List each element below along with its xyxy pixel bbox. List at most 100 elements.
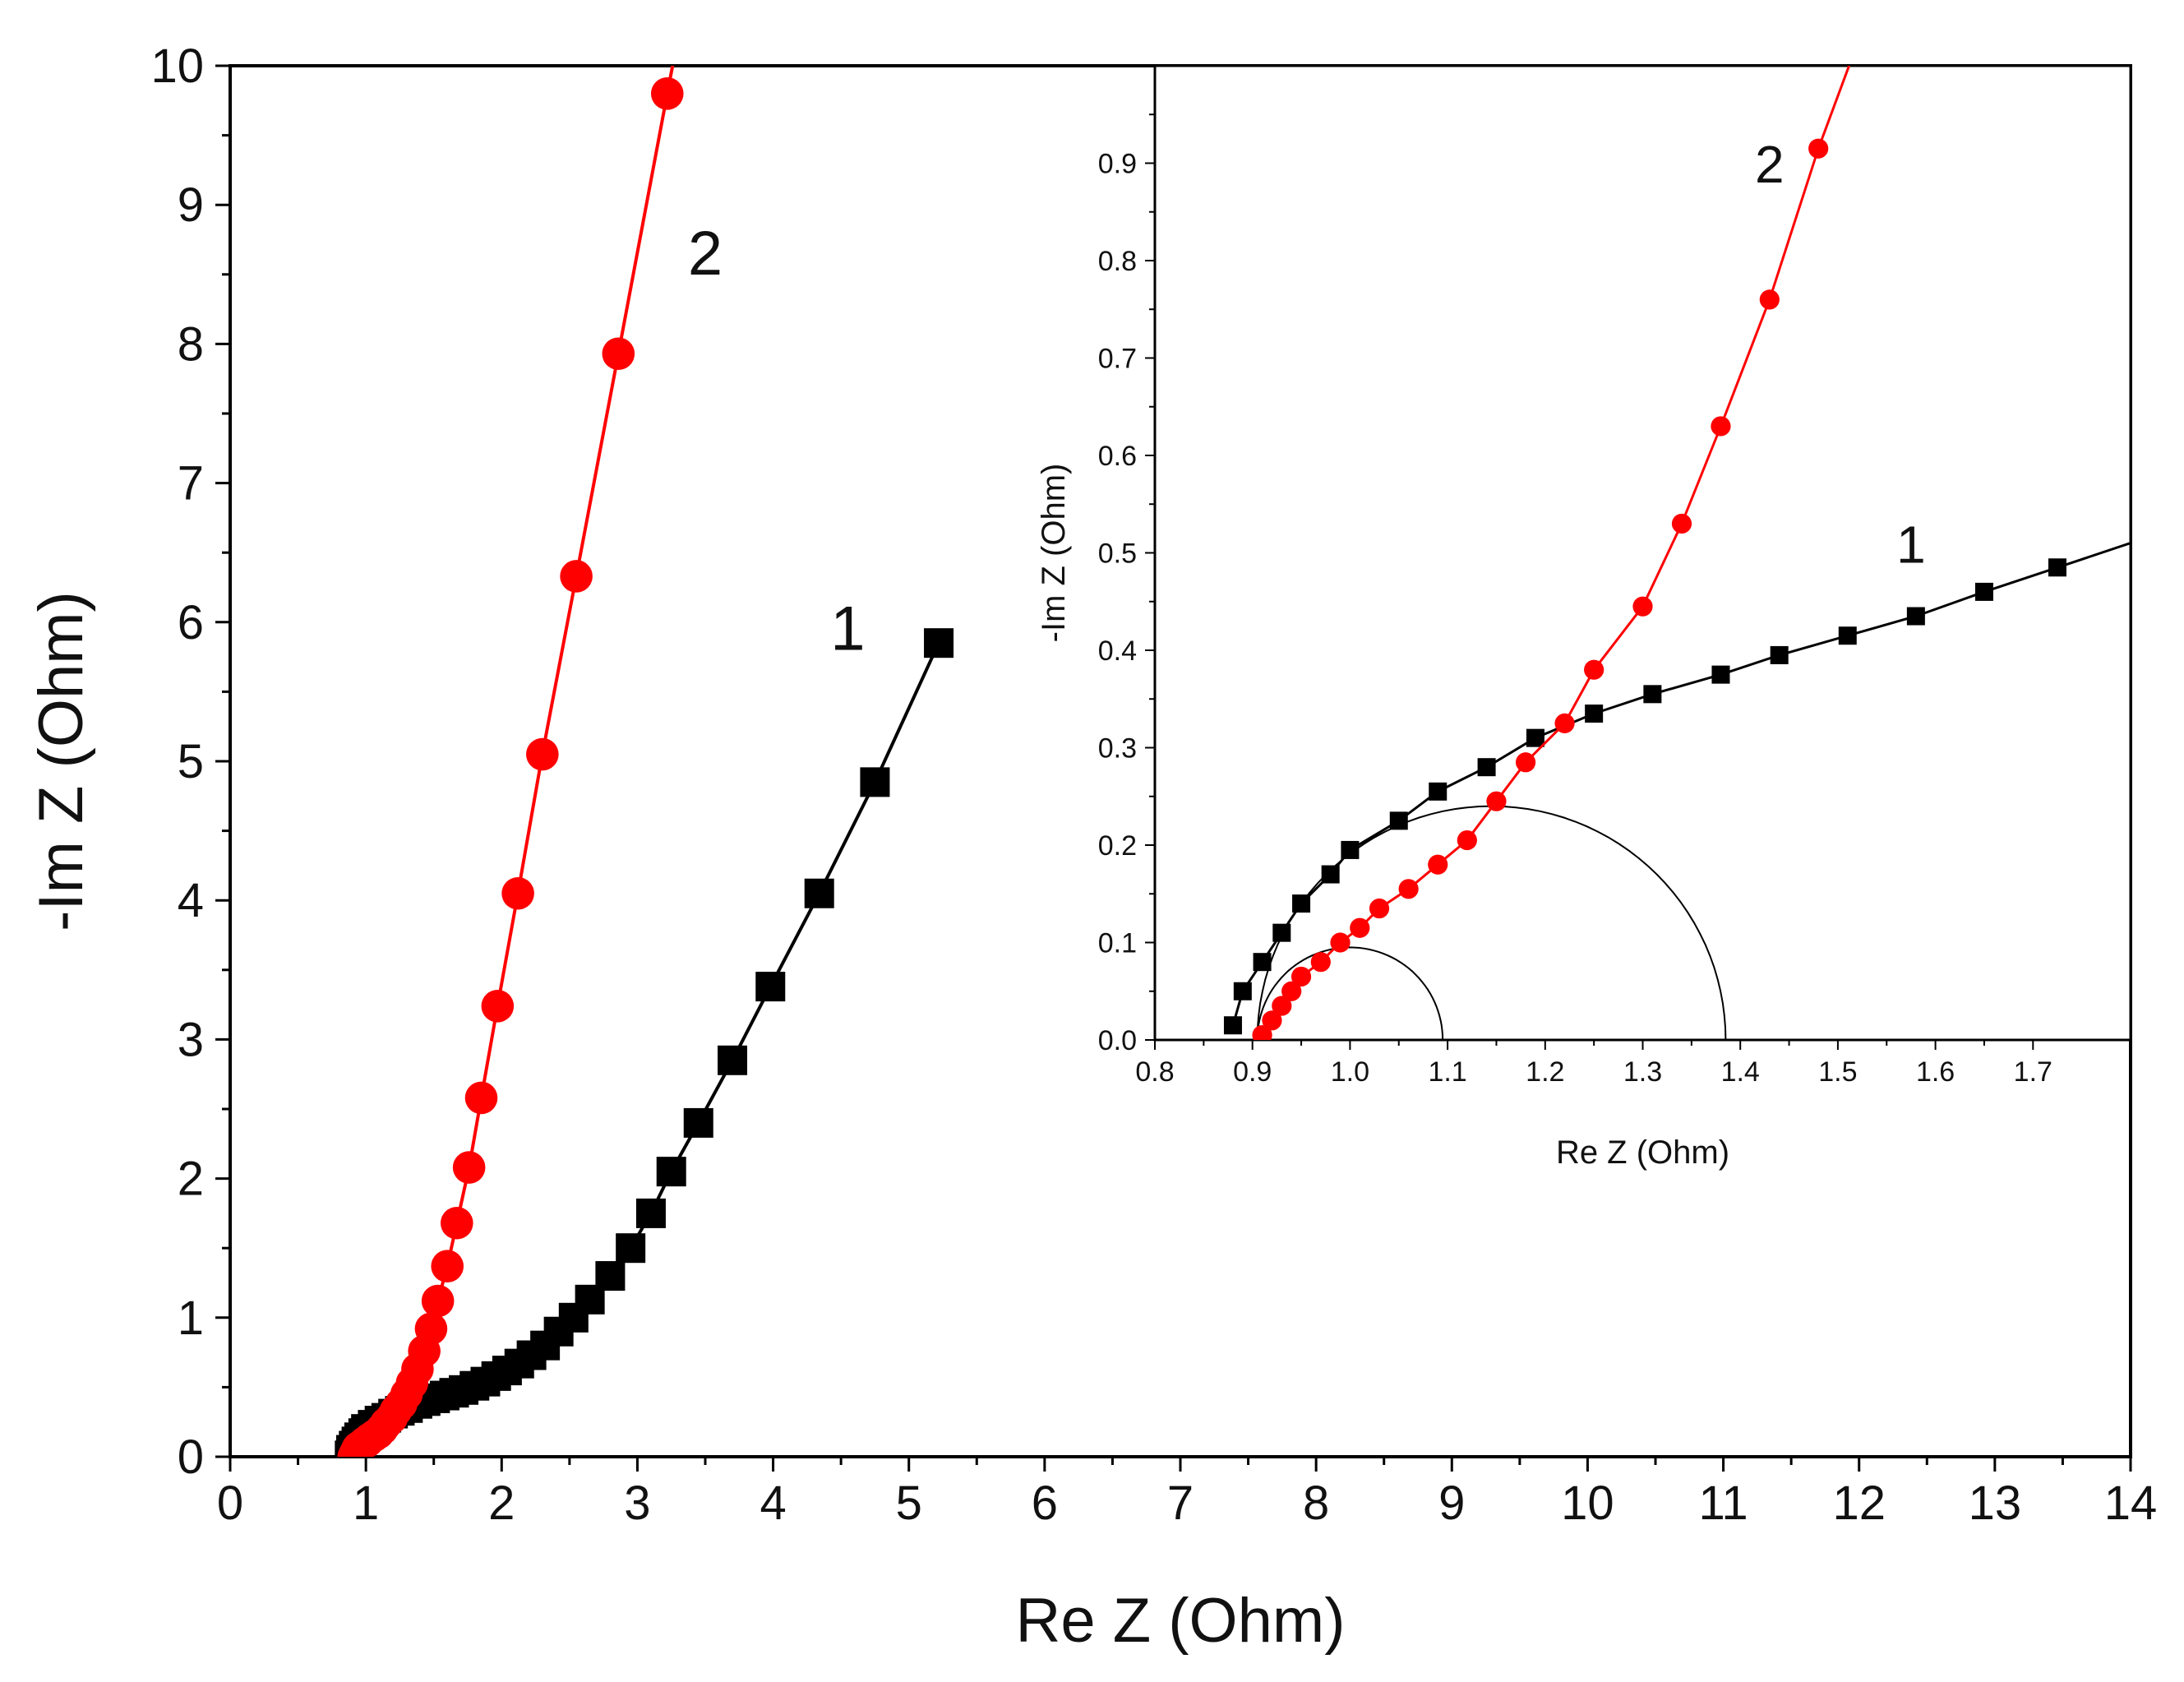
inset-series-2-point xyxy=(1554,713,1575,733)
inset-series-1-point xyxy=(2048,558,2066,577)
inset-series-1-point xyxy=(1477,758,1496,777)
inset-y-tick-label: 0.7 xyxy=(1098,344,1137,375)
main-series-1-point xyxy=(616,1233,646,1264)
main-x-tick-label: 7 xyxy=(1167,1476,1194,1530)
inset-series-1-point xyxy=(1585,705,1604,723)
inset-y-tick-label: 0.3 xyxy=(1098,733,1137,765)
inset-x-tick-label: 1.0 xyxy=(1331,1056,1369,1088)
main-x-tick-label: 6 xyxy=(1032,1476,1058,1530)
main-series-2-point xyxy=(560,560,593,593)
inset-data-area xyxy=(1223,66,2131,1040)
inset-series-2-point xyxy=(1515,752,1536,773)
main-y-tick-label: 8 xyxy=(178,317,204,371)
inset-series-2-point xyxy=(1272,996,1292,1016)
inset-series-1-point xyxy=(1341,840,1360,859)
inset-x-tick-label: 1.7 xyxy=(2014,1056,2052,1088)
main-y-tick-label: 7 xyxy=(178,457,204,511)
inset-y-tick-label: 0.8 xyxy=(1098,246,1137,277)
inset-x-tick-label: 0.8 xyxy=(1135,1056,1174,1088)
inset-x-tick-label: 1.2 xyxy=(1526,1056,1564,1088)
inset-x-tick-label: 1.3 xyxy=(1623,1056,1662,1088)
inset-series-1-point xyxy=(1770,645,1789,664)
inset-y-axis-label: -Im Z (Ohm) xyxy=(1036,464,1072,643)
inset-series-2-point xyxy=(1486,791,1507,811)
main-x-tick-label: 2 xyxy=(488,1476,515,1530)
inset-series-1-point xyxy=(1526,728,1544,747)
main-y-tick-label: 3 xyxy=(178,1013,204,1066)
main-series-2-point xyxy=(481,989,515,1023)
main-series-2-point xyxy=(526,737,559,771)
main-y-tick-label: 6 xyxy=(178,596,204,649)
main-series-2-point xyxy=(464,1081,498,1115)
inset-series-2-point xyxy=(1711,416,1731,437)
main-x-tick-label: 12 xyxy=(1832,1476,1886,1530)
inset-y-tick-label: 0.9 xyxy=(1098,149,1137,180)
inset-y-tick-label: 0.1 xyxy=(1098,928,1137,959)
inset-series-2-point xyxy=(1428,854,1448,875)
inset-series-2-point xyxy=(1584,659,1605,680)
inset-series-2-point xyxy=(1291,966,1312,987)
main-y-tick-label: 2 xyxy=(178,1153,204,1206)
inset-series-1-point xyxy=(1429,782,1448,801)
main-y-tick-label: 1 xyxy=(178,1292,204,1345)
inset-plot-frame xyxy=(1153,64,2132,1042)
inset-series-1-point xyxy=(1233,982,1252,1000)
main-series-2-point xyxy=(440,1206,473,1240)
inset-series-1-point xyxy=(1292,894,1311,913)
inset-series-2-point xyxy=(1369,898,1390,919)
inset-x-tick-label: 1.5 xyxy=(1818,1056,1857,1088)
inset-series-2-point xyxy=(1350,917,1370,938)
main-series-1-point xyxy=(924,628,954,658)
inset-series-2-point xyxy=(1398,879,1419,899)
main-series-1-point xyxy=(656,1157,686,1187)
main-x-tick-label: 13 xyxy=(1969,1476,2022,1530)
inset-x-tick-label: 1.4 xyxy=(1721,1056,1760,1088)
main-y-tick-label: 5 xyxy=(178,735,204,788)
main-x-tick-label: 0 xyxy=(217,1476,243,1530)
main-x-tick-label: 14 xyxy=(2104,1476,2158,1530)
main-y-axis-label: -Im Z (Ohm) xyxy=(26,591,96,931)
inset-series-2-point xyxy=(1281,981,1302,1001)
main-x-tick-label: 11 xyxy=(1698,1476,1748,1530)
inset-series-1-point xyxy=(1253,953,1272,972)
inset-series-2-point xyxy=(1457,829,1477,851)
inset-series-1-point xyxy=(1974,582,1993,601)
inset-series-1-point xyxy=(1906,607,1925,626)
small-fit-arc xyxy=(1256,946,1444,1040)
main-series-2-point xyxy=(421,1284,455,1318)
inset-series-1-point xyxy=(1643,685,1662,704)
main-series-2-point xyxy=(414,1312,448,1346)
main-series-2-point xyxy=(501,876,534,910)
inset-y-tick-label: 0.4 xyxy=(1098,635,1137,667)
inset-series-label-1: 1 xyxy=(1896,515,1926,574)
main-y-tick-label: 10 xyxy=(150,39,204,93)
inset-y-tick-label: 0.2 xyxy=(1098,830,1137,862)
inset-y-tick-label: 0.0 xyxy=(1098,1025,1137,1056)
main-y-tick-label: 9 xyxy=(178,178,204,232)
inset-x-tick-label: 1.1 xyxy=(1428,1056,1466,1088)
inset-series-1-point xyxy=(1389,811,1408,830)
main-y-tick-label: 0 xyxy=(178,1430,204,1484)
inset-series-1-point xyxy=(1838,626,1857,645)
main-x-tick-label: 5 xyxy=(896,1476,922,1530)
inset-x-axis-label: Re Z (Ohm) xyxy=(1556,1134,1729,1171)
main-x-tick-label: 4 xyxy=(760,1476,786,1530)
main-y-tick-label: 4 xyxy=(178,874,204,927)
main-series-1-point xyxy=(860,767,890,797)
main-x-tick-label: 9 xyxy=(1438,1476,1465,1530)
inset-series-1-point xyxy=(1223,1016,1242,1035)
inset-series-2-point xyxy=(1310,952,1331,973)
main-series-1-point xyxy=(804,878,834,908)
inset-plot: 0.8 0.9 1.0 1.1 1.2 1.3 1.4 1.5 1.6 1.7 0.0 0.1 0.2 0… xyxy=(1036,64,2132,1171)
main-series-1-point xyxy=(635,1198,666,1228)
main-x-tick-label: 10 xyxy=(1561,1476,1614,1530)
inset-series-2-point xyxy=(1759,289,1780,310)
main-series-2-point xyxy=(602,337,635,371)
main-series-label-2: 2 xyxy=(688,219,723,289)
main-series-1-point xyxy=(718,1045,748,1075)
main-x-tick-label: 1 xyxy=(353,1476,379,1530)
inset-series-2-point xyxy=(1330,932,1351,953)
main-series-label-1: 1 xyxy=(830,594,865,664)
inset-series-1-point xyxy=(1711,665,1730,684)
inset-series-label-2: 2 xyxy=(1755,135,1785,194)
